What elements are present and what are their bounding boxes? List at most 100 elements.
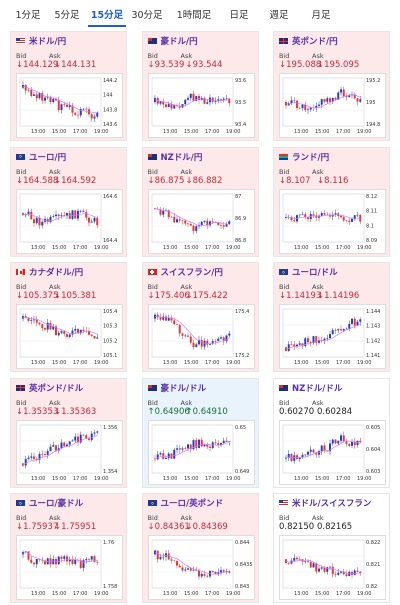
candle-body: [93, 217, 96, 221]
price-chart[interactable]: 164.6 164.4 13:00 15:00 17:00 19:00: [16, 188, 123, 254]
price-chart[interactable]: 0.844 0.8435 0.843 13:00 15:00 17:00 19:00: [147, 535, 255, 600]
rate-card[interactable]: 英ポンド/円 Bid Ask ↓195.088↓195.095 195.2 195 194.…: [273, 31, 390, 141]
rate-card-header[interactable]: 米ドル/スイスフラン: [279, 497, 371, 509]
rate-card-header[interactable]: NZドル/ドル: [279, 382, 342, 394]
candle-body: [60, 442, 63, 448]
rate-card[interactable]: ユーロ/ドル Bid Ask ↓1.14193↓1.14196 1.144 1.143 1.…: [273, 262, 390, 372]
rate-card[interactable]: ユーロ/豪ドル Bid Ask ↓1.75937↓1.75951 1.76 1.758 13…: [10, 493, 127, 603]
candlestick-chart: 87 86.9 86.8 13:00 15:00 17:00 19:00: [151, 193, 246, 251]
rate-card-header[interactable]: カナダドル/円: [16, 266, 83, 278]
price-chart[interactable]: 1.76 1.758 13:00 15:00 17:00 19:00: [16, 535, 123, 600]
moving-average-line: [22, 434, 98, 465]
moving-average-line: [22, 212, 98, 222]
rate-card[interactable]: ユーロ/英ポンド Bid Ask ↓0.84361↓0.84369 0.844 0.843…: [141, 493, 259, 603]
candle-body: [82, 108, 85, 110]
price-chart[interactable]: 87 86.9 86.8 13:00 15:00 17:00 19:00: [147, 188, 255, 254]
candle-body: [71, 440, 74, 441]
candlestick-chart: 1.356 1.354 13:00 15:00 17:00 19:00: [19, 424, 117, 482]
ask-price: 8.116: [324, 175, 349, 186]
ask-price: 86.882: [192, 175, 223, 186]
price-chart[interactable]: 105.4 105.3 105.2 105.1 13:00 15:00 17:00 19:00: [16, 304, 123, 369]
pair-name[interactable]: 米ドル/スイスフラン: [292, 499, 372, 509]
rate-card-header[interactable]: ユーロ/英ポンド: [147, 497, 224, 509]
rate-card[interactable]: 米ドル/円 Bid Ask ↓144.129↓144.131 144.2 144 143.8…: [10, 31, 127, 141]
price-chart[interactable]: 0.822 0.821 0.82 13:00 15:00 17:00 19:00: [279, 535, 386, 600]
candle-body: [41, 324, 44, 329]
y-tick-label: 0.603: [366, 469, 380, 475]
rate-card-header[interactable]: 米ドル/円: [16, 35, 66, 47]
pair-name[interactable]: スイスフラン/円: [160, 268, 223, 278]
rate-card[interactable]: ランド/円 Bid Ask ↓8.107 ↓8.116 8.12 8.11 8.1 8.09 13…: [273, 146, 390, 257]
pair-name[interactable]: ランド/円: [292, 152, 330, 163]
rate-card-header[interactable]: 英ポンド/円: [279, 35, 338, 47]
pair-name[interactable]: 英ポンド/円: [292, 37, 338, 47]
tab-0[interactable]: 1分足: [15, 10, 41, 21]
rate-card-header[interactable]: 英ポンド/ドル: [16, 382, 83, 394]
rate-card-header[interactable]: ユーロ/豪ドル: [16, 497, 83, 509]
rate-card[interactable]: 豪ドル/ドル Bid Ask ↑0.64906↑0.64910 0.65 0.649 13:…: [141, 377, 259, 488]
candle-body: [161, 316, 164, 320]
candle-body: [167, 453, 170, 458]
pair-name[interactable]: 英ポンド/ドル: [29, 383, 84, 394]
price-chart[interactable]: 144.2 144 143.8 143.6 13:00 15:00 17:00 19:00: [16, 73, 123, 138]
candle-body: [82, 560, 85, 568]
price-chart[interactable]: 175.4 175.2 13:00 15:00 17:00 19:00: [147, 304, 255, 369]
pair-name[interactable]: ユーロ/ドル: [292, 268, 338, 278]
pair-name[interactable]: 米ドル/円: [29, 37, 67, 47]
pair-name[interactable]: ユーロ/英ポンド: [160, 499, 224, 509]
price-chart[interactable]: 1.356 1.354 13:00 15:00 17:00 19:00: [16, 419, 123, 485]
pair-name[interactable]: 豪ドル/ドル: [160, 383, 207, 394]
rate-card[interactable]: 豪ドル/円 Bid Ask ↓93.539↓93.544 93.6 93.5 93.4 13:…: [141, 31, 259, 141]
candle-body: [337, 572, 340, 575]
pair-name[interactable]: NZドル/ドル: [292, 383, 343, 394]
candle-body: [90, 556, 93, 560]
pair-name[interactable]: ユーロ/豪ドル: [29, 499, 84, 509]
y-tick-label: 8.12: [366, 194, 377, 200]
price-chart[interactable]: 0.65 0.649 13:00 15:00 17:00 19:00: [147, 419, 255, 485]
tab-3[interactable]: 30分足: [131, 10, 163, 21]
tab-6[interactable]: 週足: [269, 10, 289, 21]
pair-name[interactable]: ユーロ/円: [29, 152, 67, 163]
bid-label: Bid: [16, 52, 27, 60]
ask-label: Ask: [180, 283, 193, 291]
pair-name[interactable]: カナダドル/円: [29, 268, 84, 278]
tab-7[interactable]: 月足: [311, 10, 331, 21]
rate-card[interactable]: NZドル/ドル Bid Ask 0.60270 0.60284 0.605 0.604 0.6…: [273, 377, 390, 488]
y-tick-label: 0.843: [235, 584, 249, 590]
rate-card[interactable]: 米ドル/スイスフラン Bid Ask 0.82150 0.82165 0.822 0.821…: [273, 493, 390, 603]
rate-card[interactable]: ユーロ/円 Bid Ask ↓164.588↓164.592 164.6 164.4 13:…: [10, 146, 127, 257]
rate-card-header[interactable]: 豪ドル/ドル: [147, 382, 207, 394]
pair-name[interactable]: NZドル/円: [160, 152, 203, 163]
tab-1[interactable]: 5分足: [54, 10, 80, 21]
nz-flag-icon: [279, 384, 288, 391]
moving-average-line: [285, 94, 361, 109]
tab-4[interactable]: 1時間足: [176, 10, 212, 21]
rate-card-header[interactable]: ユーロ/ドル: [279, 266, 338, 278]
candlestick-chart: 0.822 0.821 0.82 13:00 15:00 17:00 19:00: [282, 539, 380, 597]
tab-2[interactable]: 15分足: [88, 1, 126, 27]
rate-card[interactable]: 英ポンド/ドル Bid Ask ↓1.35353↓1.35363 1.356 1.354 1…: [10, 377, 127, 488]
rate-card-header[interactable]: ランド/円: [279, 151, 329, 163]
candle-body: [211, 97, 214, 102]
price-chart[interactable]: 0.605 0.604 0.603 13:00 15:00 17:00 19:00: [279, 419, 386, 485]
rate-card[interactable]: NZドル/円 Bid Ask ↓86.875↓86.882 87 86.9 86.8 13:0…: [141, 146, 259, 257]
candle-body: [46, 218, 49, 222]
rate-card-header[interactable]: 豪ドル/円: [147, 35, 198, 47]
rate-card[interactable]: スイスフラン/円 Bid Ask ↓175.406↓175.422 175.4 175.2…: [141, 262, 259, 372]
rate-card-header[interactable]: ユーロ/円: [16, 151, 66, 163]
price-chart[interactable]: 8.12 8.11 8.1 8.09 13:00 15:00 17:00 19:00: [279, 188, 386, 254]
y-tick-label: 0.82: [366, 584, 377, 590]
rate-card[interactable]: カナダドル/円 Bid Ask ↓105.375↓105.381 105.4 105.3 1…: [10, 262, 127, 372]
tab-5[interactable]: 日足: [229, 10, 249, 21]
price-chart[interactable]: 93.6 93.5 93.4 13:00 15:00 17:00 19:00: [147, 73, 255, 138]
bid-ask-labels: Bid Ask: [279, 399, 345, 407]
candle-body: [216, 442, 219, 445]
y-tick-label: 93.5: [235, 100, 246, 106]
rate-card-header[interactable]: NZドル/円: [147, 151, 203, 163]
ask-label: Ask: [180, 52, 193, 60]
au-flag-icon: [147, 38, 157, 44]
price-chart[interactable]: 1.144 1.143 1.142 1.141 13:00 15:00 17:00 19:00: [279, 304, 386, 369]
pair-name[interactable]: 豪ドル/円: [160, 37, 198, 47]
price-chart[interactable]: 195.2 195 194.8 13:00 15:00 17:00 19:00: [279, 73, 386, 138]
rate-card-header[interactable]: スイスフラン/円: [147, 266, 223, 278]
